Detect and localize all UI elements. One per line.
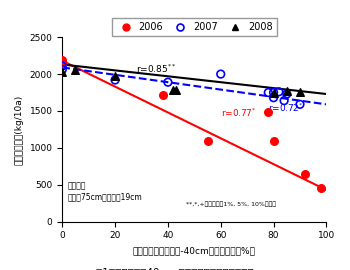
Text: r=0.77$^{*}$: r=0.77$^{*}$	[221, 106, 256, 119]
2007	[112, 78, 118, 82]
2008	[271, 90, 277, 95]
2006	[302, 171, 308, 176]
2007	[265, 90, 271, 95]
2007	[297, 102, 303, 106]
2007	[284, 92, 289, 96]
2007	[281, 99, 287, 103]
2007	[165, 80, 171, 84]
2008	[173, 87, 178, 92]
Text: r=0.85$^{**}$: r=0.85$^{**}$	[136, 62, 177, 75]
2007	[60, 64, 65, 68]
2006	[60, 58, 65, 62]
2006	[60, 61, 65, 65]
Text: 播種様式
条間：75cm、株間：19cm: 播種様式 条間：75cm、株間：19cm	[68, 182, 142, 201]
2006	[318, 185, 324, 190]
2007	[218, 72, 224, 76]
2008	[112, 74, 118, 79]
2008	[297, 90, 303, 94]
Text: 図1　地下水位－40cm 以上の日数割合と乾物収量: 図1 地下水位－40cm 以上の日数割合と乾物収量	[96, 267, 254, 270]
2007	[271, 96, 277, 100]
2006	[205, 138, 210, 143]
Y-axis label: 平播乾物収量(kg/10a): 平播乾物収量(kg/10a)	[15, 94, 24, 165]
2008	[60, 70, 65, 74]
2006	[265, 110, 271, 115]
2007	[271, 90, 277, 95]
Legend: 2006, 2007, 2008: 2006, 2007, 2008	[112, 18, 276, 36]
2008	[284, 89, 289, 93]
2007	[276, 90, 282, 94]
Text: **,*,+：それぞれ1%, 5%, 10%で有意: **,*,+：それぞれ1%, 5%, 10%で有意	[187, 201, 276, 207]
Text: r=0.72$^{*}$: r=0.72$^{*}$	[268, 101, 304, 114]
2008	[170, 88, 176, 93]
2008	[73, 68, 78, 73]
2006	[160, 93, 166, 97]
2006	[271, 138, 277, 143]
2007	[60, 68, 65, 72]
X-axis label: 生育期間中地下水位-40cm以上の割合（%）: 生育期間中地下水位-40cm以上の割合（%）	[133, 246, 256, 255]
